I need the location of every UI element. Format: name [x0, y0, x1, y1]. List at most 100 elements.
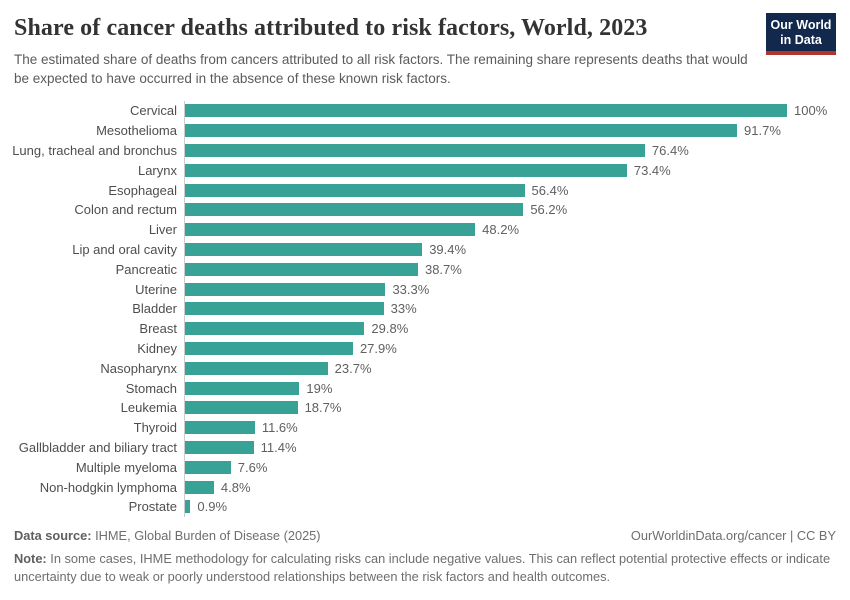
value-label: 73.4% [633, 162, 671, 178]
category-label: Kidney [137, 340, 177, 356]
bar-chart: Cervical 100% Mesothelioma 91.7% Lung, trach… [0, 101, 850, 517]
page-title: Share of cancer deaths attributed to ris… [14, 15, 648, 41]
source-row: Data source: IHME, Global Burden of Dise… [14, 527, 836, 545]
category-label: Bladder [132, 301, 177, 317]
bar-area: 56.4% [184, 180, 850, 200]
bar-area: 33% [184, 298, 850, 319]
value-label: 76.4% [651, 142, 689, 158]
chart-row: Stomach 19% [0, 378, 850, 398]
bar [185, 262, 418, 276]
bar [185, 302, 384, 316]
category-label: Multiple myeloma [75, 459, 177, 475]
value-label: 56.4% [531, 182, 569, 198]
bar-area: 11.6% [184, 417, 850, 438]
category-label: Esophageal [108, 182, 177, 198]
data-source-text: IHME, Global Burden of Disease (2025) [91, 528, 321, 543]
chart-row: Multiple myeloma 7.6% [0, 457, 850, 478]
chart-row: Esophageal 56.4% [0, 180, 850, 200]
bar-area: 27.9% [184, 338, 850, 359]
category-label: Nasopharynx [100, 360, 177, 376]
bar [185, 322, 365, 336]
bar [185, 381, 300, 395]
value-label: 56.2% [530, 202, 568, 218]
category-label: Lip and oral cavity [72, 241, 177, 257]
value-label: 4.8% [220, 479, 251, 495]
bar [185, 440, 254, 454]
category-label: Pancreatic [115, 261, 177, 277]
bar [185, 480, 214, 494]
value-label: 7.6% [237, 459, 268, 475]
value-label: 91.7% [744, 123, 781, 139]
bar [185, 282, 386, 296]
category-label: Liver [148, 222, 177, 238]
chart-row: Non-hodgkin lymphoma 4.8% [0, 477, 850, 497]
bar [185, 242, 423, 256]
bar-area: 39.4% [184, 239, 850, 260]
note-text: In some cases, IHME methodology for calc… [14, 551, 831, 584]
value-label: 29.8% [371, 321, 409, 337]
bar [185, 421, 255, 435]
owid-logo: Our World in Data [766, 13, 836, 55]
value-label: 48.2% [482, 222, 520, 238]
bar-area: 11.4% [184, 437, 850, 458]
bar [185, 124, 738, 138]
value-label: 39.4% [429, 241, 467, 257]
category-label: Non-hodgkin lymphoma [39, 479, 177, 495]
bar-area: 100% [184, 101, 850, 121]
category-label: Prostate [128, 499, 177, 515]
value-label: 23.7% [334, 360, 372, 376]
bar-area: 7.6% [184, 457, 850, 478]
chart-row: Uterine 33.3% [0, 279, 850, 299]
bar-area: 56.2% [184, 199, 850, 220]
bar [185, 460, 231, 474]
bar [185, 104, 787, 118]
chart-row: Kidney 27.9% [0, 338, 850, 359]
category-label: Colon and rectum [74, 202, 177, 218]
value-label: 18.7% [304, 400, 342, 416]
data-source: Data source: IHME, Global Burden of Dise… [14, 527, 321, 545]
note: Note: In some cases, IHME methodology fo… [14, 550, 836, 586]
category-label: Stomach [125, 380, 177, 396]
bar [185, 143, 645, 157]
bar-area: 33.3% [184, 279, 850, 299]
category-label: Uterine [135, 281, 177, 297]
owid-logo-line2: in Data [780, 32, 822, 47]
bar-area: 29.8% [184, 318, 850, 339]
chart-row: Lip and oral cavity 39.4% [0, 239, 850, 260]
chart-row: Leukemia 18.7% [0, 397, 850, 418]
bar [185, 223, 476, 237]
bar-area: 4.8% [184, 477, 850, 497]
value-label: 19% [306, 380, 333, 396]
value-label: 38.7% [424, 261, 462, 277]
bar-area: 19% [184, 378, 850, 398]
value-label: 11.4% [260, 439, 297, 455]
category-label: Lung, tracheal and bronchus [12, 142, 177, 158]
category-label: Cervical [130, 103, 177, 119]
bar-area: 18.7% [184, 397, 850, 418]
bar [185, 183, 525, 197]
owid-logo-line1: Our World [770, 18, 832, 32]
category-label: Leukemia [120, 400, 177, 416]
chart-row: Cervical 100% [0, 101, 850, 121]
bar [185, 341, 353, 355]
bar-area: 91.7% [184, 120, 850, 141]
chart-row: Bladder 33% [0, 298, 850, 319]
header: Share of cancer deaths attributed to ris… [14, 13, 836, 88]
chart-row: Nasopharynx 23.7% [0, 358, 850, 379]
bar [185, 401, 298, 415]
value-label: 27.9% [359, 340, 397, 356]
note-label: Note: [14, 551, 47, 566]
value-label: 11.6% [261, 420, 298, 436]
bar-area: 23.7% [184, 358, 850, 379]
chart-row: Pancreatic 38.7% [0, 259, 850, 280]
page-subtitle: The estimated share of deaths from cance… [14, 52, 748, 86]
chart-row: Mesothelioma 91.7% [0, 120, 850, 141]
value-label: 0.9% [197, 499, 228, 515]
category-label: Thyroid [133, 420, 177, 436]
bar [185, 203, 524, 217]
category-label: Gallbladder and biliary tract [18, 439, 177, 455]
value-label: 33% [390, 301, 417, 317]
chart-row: Larynx 73.4% [0, 160, 850, 181]
chart-row: Thyroid 11.6% [0, 417, 850, 438]
